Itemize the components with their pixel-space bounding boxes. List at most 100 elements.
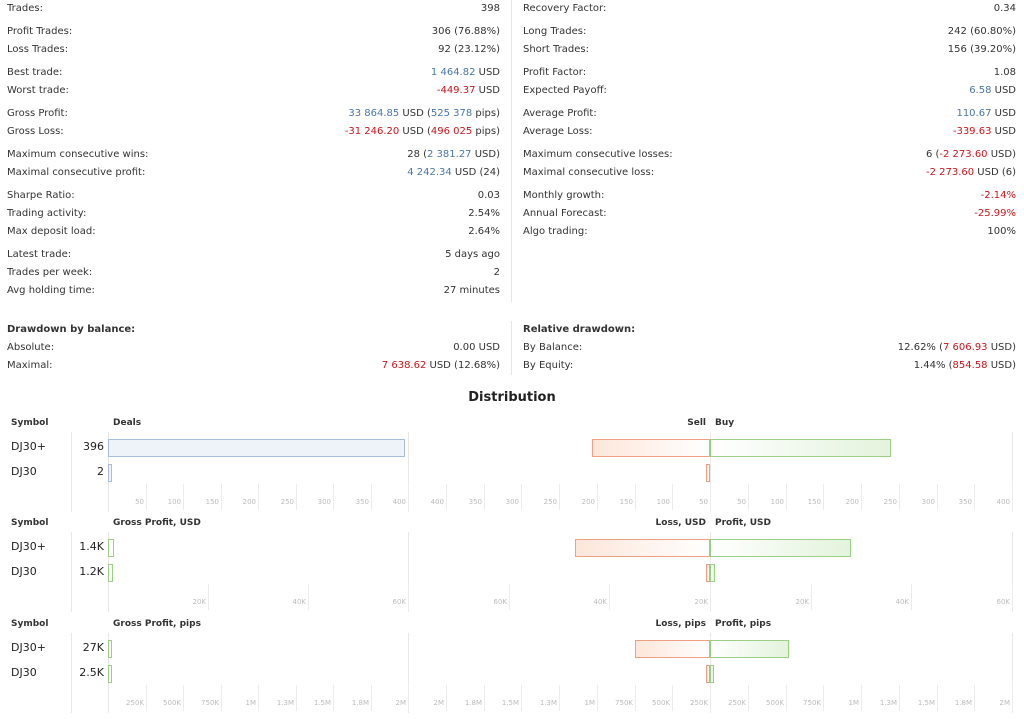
grid-line	[710, 432, 711, 512]
tick-line	[146, 484, 147, 510]
value-part: 100%	[987, 226, 1016, 237]
symbol-label: DJ30+	[11, 540, 46, 553]
tick-line	[710, 484, 711, 510]
value-label: 1.4K	[79, 540, 104, 553]
stat-row-average-loss: Average Loss: -339.63 USD	[523, 123, 1016, 141]
negative-bar[interactable]	[706, 665, 710, 683]
tick-label: 250K	[728, 699, 746, 707]
negative-bar[interactable]	[592, 439, 710, 457]
tick-line	[1012, 685, 1013, 711]
tick-line	[1012, 484, 1013, 510]
tick-label: 40K	[593, 598, 608, 606]
tick-line	[635, 484, 636, 510]
value-part: -2.14%	[980, 190, 1016, 201]
positive-bar[interactable]	[710, 439, 892, 457]
stat-row-algo-trading: Algo trading: 100%	[523, 223, 1016, 241]
stat-row-by-equity: By Equity: 1.44% (854.58 USD)	[523, 357, 1016, 375]
positive-bar[interactable]	[710, 640, 789, 658]
positive-bar[interactable]	[710, 539, 852, 557]
tick-label: 2M	[395, 699, 407, 707]
tick-line	[484, 484, 485, 510]
stat-label: Maximal consecutive loss:	[523, 167, 655, 178]
left-bar[interactable]	[108, 539, 114, 557]
grid-line	[408, 532, 409, 612]
positive-bar[interactable]	[710, 564, 716, 582]
tick-label: 40K	[895, 598, 910, 606]
stat-row-latest-trade: Latest trade: 5 days ago	[7, 246, 500, 264]
stat-row-worst-trade: Worst trade: -449.37 USD	[7, 82, 500, 100]
stat-label: Worst trade:	[7, 85, 69, 96]
stat-row-profit-factor: Profit Factor: 1.08	[523, 64, 1016, 82]
value-part: 5 days ago	[445, 249, 500, 260]
left-bar[interactable]	[108, 640, 113, 658]
grid-line	[71, 633, 72, 713]
tick-label: 150	[619, 498, 633, 506]
value-part: 306 (76.88%)	[431, 26, 500, 37]
stat-value: 242 (60.80%)	[948, 23, 1016, 41]
stat-value: 398	[481, 0, 500, 18]
value-part: 4 242.34	[407, 167, 452, 178]
negative-bar[interactable]	[706, 464, 710, 482]
stat-row-profit-trades: Profit Trades: 306 (76.88%)	[7, 23, 500, 41]
tick-label: 300	[505, 498, 519, 506]
tick-label: 350	[958, 498, 972, 506]
value-part: 2 381.27	[427, 149, 472, 160]
tick-label: 200	[845, 498, 859, 506]
value-part: 7 638.62	[381, 360, 427, 371]
stat-label: Average Profit:	[523, 108, 597, 119]
tick-line	[183, 484, 184, 510]
tick-line	[861, 484, 862, 510]
tick-line	[597, 484, 598, 510]
left-bar[interactable]	[108, 464, 112, 482]
tick-line	[1012, 584, 1013, 610]
left-bar[interactable]	[108, 439, 405, 457]
value-label: 2.5K	[79, 666, 104, 679]
stats-left-column: Trades: 398 Profit Trades: 306 (76.88%) Loss…	[7, 0, 500, 300]
stat-label: Loss Trades:	[7, 44, 69, 55]
tick-line	[609, 584, 610, 610]
value-part: USD	[991, 108, 1016, 119]
value-part: 1.08	[993, 67, 1016, 78]
tick-label: 500K	[766, 699, 784, 707]
value-part: 2.54%	[468, 208, 500, 219]
value-part: USD)	[987, 149, 1016, 160]
tick-line	[823, 685, 824, 711]
tick-line	[296, 484, 297, 510]
value-part: 28 (	[407, 149, 428, 160]
tick-label: 50	[737, 498, 746, 506]
tick-label: 1.3M	[539, 699, 557, 707]
value-part: -339.63	[952, 126, 992, 137]
tick-label: 1M	[584, 699, 596, 707]
tick-line	[748, 685, 749, 711]
negative-bar[interactable]	[706, 564, 710, 582]
left-bar[interactable]	[108, 564, 114, 582]
stat-value: 12.62% (7 606.93 USD)	[898, 339, 1016, 357]
stat-label: Maximum consecutive losses:	[523, 149, 673, 160]
tick-line	[974, 484, 975, 510]
positive-bar[interactable]	[710, 665, 714, 683]
tick-line	[823, 484, 824, 510]
tick-label: 300	[317, 498, 331, 506]
negative-header: Sell	[687, 418, 706, 428]
stat-label: Relative drawdown:	[523, 324, 636, 335]
tick-line	[446, 685, 447, 711]
negative-bar[interactable]	[575, 539, 710, 557]
stat-value: 1 464.82 USD	[431, 64, 500, 82]
tick-label: 40K	[292, 598, 307, 606]
stat-row-drawdown-by-balance: Drawdown by balance:	[7, 321, 500, 339]
stat-value: 2.64%	[468, 223, 500, 241]
grid-line	[408, 633, 409, 713]
tick-label: 250	[280, 498, 294, 506]
distribution-chart-gross-profit-pips: Symbol Gross Profit, pips Loss, pips Profit…	[0, 619, 1024, 719]
tick-line	[183, 685, 184, 711]
value-part: 6 (	[925, 149, 940, 160]
tick-line	[974, 685, 975, 711]
left-bar[interactable]	[108, 665, 112, 683]
value-part: USD	[991, 85, 1016, 96]
value-part: USD)	[471, 149, 500, 160]
value-label: 27K	[82, 641, 104, 654]
negative-bar[interactable]	[635, 640, 710, 658]
stat-label: Maximal consecutive profit:	[7, 167, 146, 178]
drawdown-by-balance: Drawdown by balance: Absolute: 0.00 USD Max…	[7, 321, 500, 375]
stat-row-trading-activity: Trading activity: 2.54%	[7, 205, 500, 223]
